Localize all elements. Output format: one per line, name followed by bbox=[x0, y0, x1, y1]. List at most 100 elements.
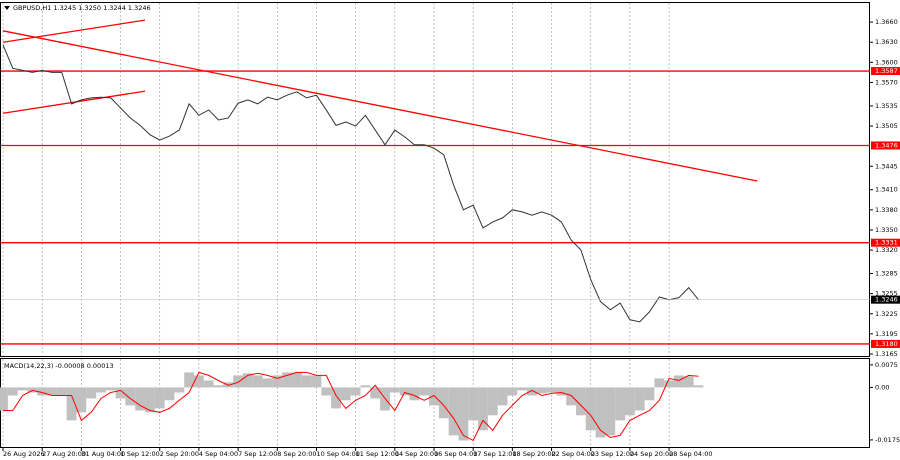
macd-bar bbox=[213, 385, 224, 388]
macd-bar bbox=[125, 387, 136, 406]
y-tick-label: 0.00 bbox=[875, 383, 889, 391]
macd-bar bbox=[0, 387, 8, 411]
macd-bar bbox=[291, 372, 302, 388]
macd-bar bbox=[438, 387, 449, 419]
macd-bar bbox=[115, 387, 126, 399]
level-label: 1.3587 bbox=[875, 67, 898, 75]
y-tick-label: 1.3225 bbox=[875, 310, 898, 318]
y-tick-label: 1.3410 bbox=[875, 186, 898, 194]
macd-bar bbox=[654, 378, 665, 388]
trend-line bbox=[2, 90, 146, 114]
level-label-box bbox=[871, 339, 900, 348]
y-tick-label: 0.0075 bbox=[875, 361, 898, 369]
macd-bar bbox=[154, 387, 165, 409]
y-tick-label: 1.3255 bbox=[875, 290, 898, 298]
macd-bar bbox=[644, 387, 655, 401]
x-tick-label: 1 Sep 12:00 bbox=[121, 450, 160, 458]
macd-bar bbox=[576, 387, 586, 416]
macd-bar bbox=[625, 387, 635, 416]
x-tick-label: 14 Sep 20:00 bbox=[395, 450, 438, 458]
macd-bar bbox=[360, 385, 371, 388]
macd-bar bbox=[282, 372, 292, 388]
trend-line bbox=[2, 30, 758, 182]
menu-arrow[interactable] bbox=[4, 6, 10, 10]
price-line bbox=[2, 44, 699, 323]
level-label-box bbox=[871, 67, 900, 76]
x-tick-label: 26 Aug 2026 bbox=[3, 450, 45, 458]
level-label-box bbox=[871, 238, 900, 247]
macd-bar bbox=[203, 380, 214, 388]
macd-bar bbox=[487, 387, 498, 416]
macd-bar bbox=[605, 387, 616, 436]
macd-bar bbox=[56, 387, 67, 396]
level-label: 1.3180 bbox=[875, 340, 898, 348]
macd-bar bbox=[7, 387, 18, 396]
macd-bar bbox=[311, 375, 322, 388]
y-tick-label: 1.3350 bbox=[875, 226, 898, 234]
macd-bar bbox=[164, 387, 175, 401]
macd-bar bbox=[145, 387, 155, 413]
macd-bar bbox=[135, 387, 146, 411]
macd-bar bbox=[497, 387, 508, 406]
level-label: 1.3331 bbox=[875, 239, 898, 247]
macd-bar bbox=[174, 387, 185, 393]
x-tick-label: 18 Sep 20:00 bbox=[512, 450, 555, 458]
macd-bar bbox=[546, 387, 557, 393]
macd-bar bbox=[194, 375, 204, 388]
macd-bar bbox=[331, 387, 341, 409]
macd-bar bbox=[96, 387, 106, 393]
macd-bar bbox=[664, 380, 674, 388]
level-label-box bbox=[871, 141, 900, 150]
y-tick-label: 1.3445 bbox=[875, 162, 898, 170]
macd-bar bbox=[66, 387, 77, 421]
macd-bar bbox=[683, 376, 694, 388]
macd-bar bbox=[184, 372, 195, 388]
y-tick-label: 1.3165 bbox=[875, 350, 898, 358]
macd-bar bbox=[105, 387, 116, 391]
macd-bar bbox=[585, 387, 596, 431]
y-tick-label: 1.3320 bbox=[875, 246, 898, 254]
macd-bar bbox=[507, 387, 518, 396]
macd-bar bbox=[350, 387, 361, 396]
macd-bar bbox=[615, 387, 626, 421]
y-tick-label: 1.3570 bbox=[875, 78, 898, 86]
macd-bar bbox=[17, 387, 28, 391]
y-tick-label: 1.3285 bbox=[875, 270, 898, 278]
macd-bar bbox=[673, 375, 684, 388]
macd-bar bbox=[399, 387, 410, 396]
y-tick-label: 1.3535 bbox=[875, 102, 898, 110]
macd-bar bbox=[693, 385, 704, 388]
level-label: 1.3476 bbox=[875, 141, 898, 149]
macd-bar bbox=[252, 375, 263, 388]
macd-bar bbox=[634, 387, 645, 411]
x-tick-label: 11 Sep 12:00 bbox=[356, 450, 399, 458]
signal-line bbox=[3, 371, 699, 442]
x-tick-label: 27 Aug 20:00 bbox=[42, 450, 86, 458]
macd-bar bbox=[389, 387, 400, 393]
macd-bar bbox=[301, 375, 312, 388]
macd-bar bbox=[556, 387, 567, 396]
x-tick-label: 22 Sep 04:00 bbox=[552, 450, 595, 458]
y-tick-label: 1.3630 bbox=[875, 38, 898, 46]
macd-bar bbox=[233, 375, 243, 388]
macd-bar bbox=[86, 387, 97, 399]
y-tick-label: 1.3380 bbox=[875, 206, 898, 214]
x-tick-label: 28 Sep 04:00 bbox=[669, 450, 712, 458]
macd-title: MACD(14,22,3) -0.00008 0.00013 bbox=[4, 362, 114, 370]
macd-bar bbox=[527, 387, 537, 396]
last-price-label: 1.3246 bbox=[875, 296, 898, 304]
macd-bar bbox=[262, 378, 273, 388]
y-tick-label: -0.0175 bbox=[875, 436, 900, 444]
macd-bar bbox=[321, 387, 332, 396]
y-tick-label: 1.3660 bbox=[875, 18, 898, 26]
trend-line bbox=[2, 19, 146, 43]
macd-bar bbox=[448, 387, 459, 436]
x-tick-label: 4 Sep 04:00 bbox=[199, 450, 238, 458]
y-tick-label: 1.3600 bbox=[875, 58, 898, 66]
macd-bar bbox=[595, 387, 606, 438]
macd-bar bbox=[409, 387, 420, 401]
x-tick-label: 17 Sep 12:00 bbox=[473, 450, 516, 458]
macd-bar bbox=[47, 387, 57, 396]
x-tick-label: 10 Sep 04:00 bbox=[316, 450, 359, 458]
